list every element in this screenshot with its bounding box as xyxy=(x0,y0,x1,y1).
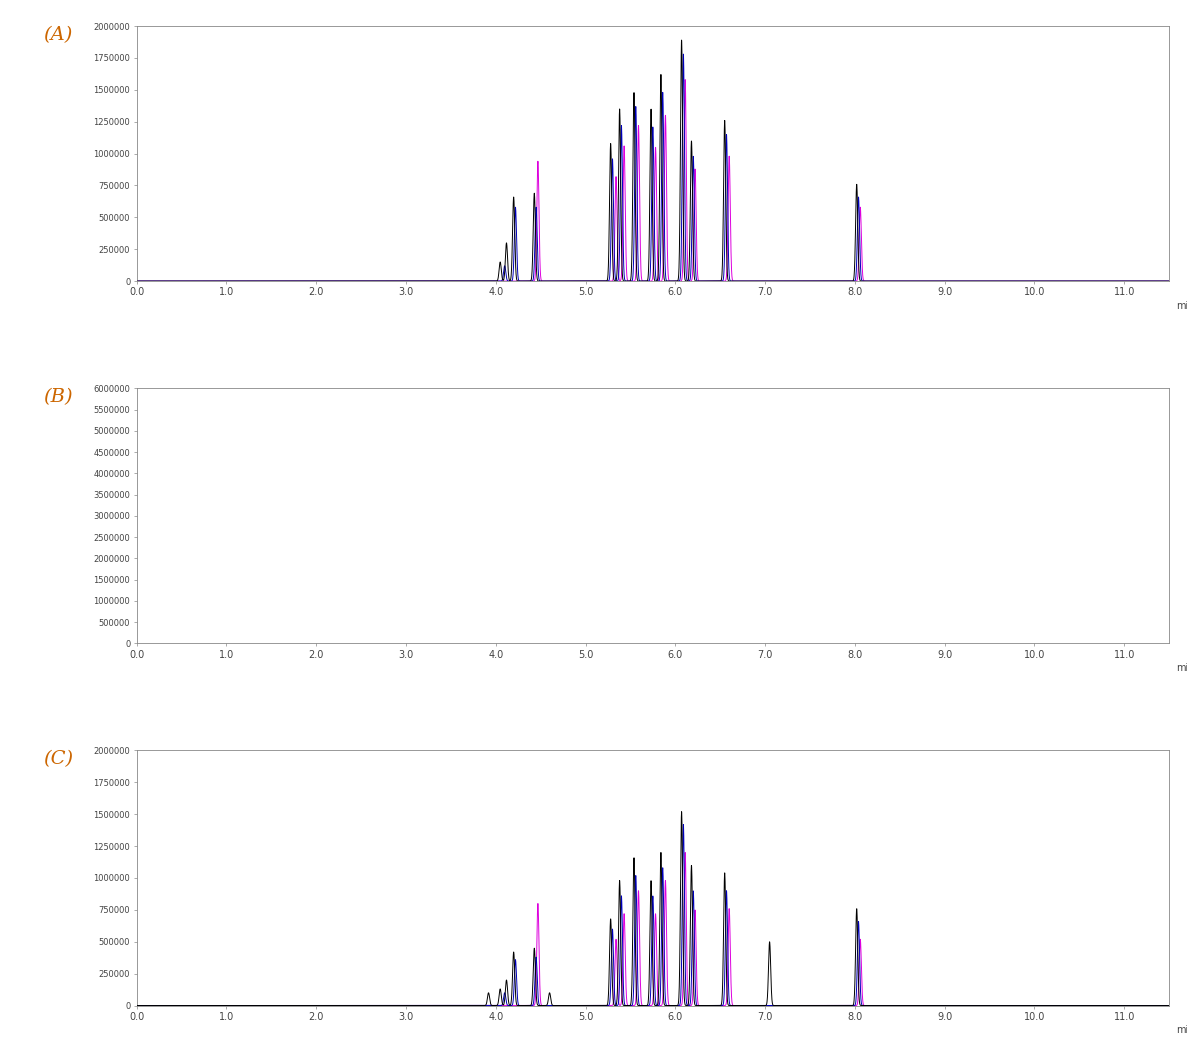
Text: (C): (C) xyxy=(44,750,74,768)
Text: (A): (A) xyxy=(44,26,72,44)
Text: min: min xyxy=(1176,1025,1187,1035)
Text: min: min xyxy=(1176,300,1187,311)
Text: min: min xyxy=(1176,663,1187,673)
Text: (B): (B) xyxy=(44,389,74,406)
